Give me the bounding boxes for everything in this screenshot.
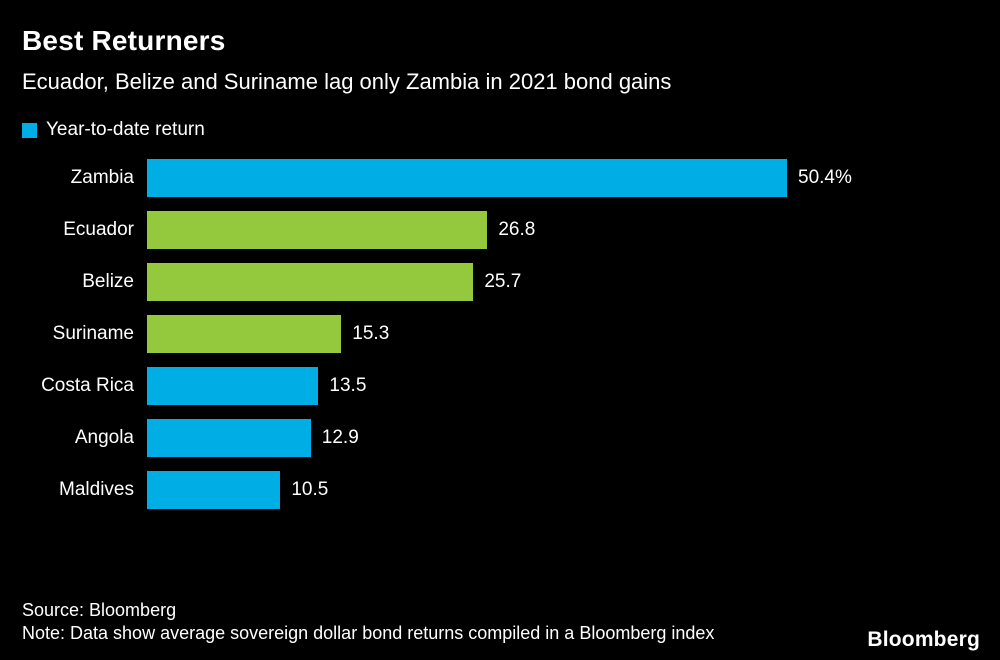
value-label: 25.7: [484, 271, 522, 293]
bar: [147, 263, 474, 302]
category-label: Angola: [74, 427, 134, 449]
bar: [147, 367, 319, 406]
footer: Source: Bloomberg Note: Data show averag…: [22, 599, 714, 645]
bar-row: Angola 12.9: [22, 419, 978, 458]
value-label: 12.9: [321, 427, 359, 449]
legend-label: Year-to-date return: [46, 119, 205, 141]
chart-title: Best Returners: [22, 25, 226, 56]
source-text: Source: Bloomberg: [22, 600, 177, 620]
bar-row: Costa Rica 13.5: [22, 367, 978, 406]
bar-track: 10.5: [147, 471, 787, 510]
bar-track: 50.4%: [147, 159, 852, 198]
bar-track: 15.3: [147, 315, 787, 354]
value-label: 10.5: [291, 479, 329, 501]
value-label: 50.4%: [798, 167, 852, 189]
category-label: Suriname: [52, 323, 134, 345]
bar-rows: Zambia 50.4% Ecuador 26.8 Belize 25.7 Suriname…: [22, 159, 978, 510]
value-label: 13.5: [329, 375, 367, 397]
bar: [147, 315, 342, 354]
bar-track: 25.7: [147, 263, 787, 302]
value-label: 15.3: [352, 323, 390, 345]
bar: [147, 159, 787, 198]
bar-row: Ecuador 26.8: [22, 211, 978, 250]
bar-track: 26.8: [147, 211, 787, 250]
category-label: Maldives: [59, 479, 134, 501]
bar-row: Belize 25.7: [22, 263, 978, 302]
chart-container: Best Returners Ecuador, Belize and Surin…: [22, 25, 978, 510]
bar-row: Zambia 50.4%: [22, 159, 978, 198]
bloomberg-logo: Bloomberg: [867, 628, 980, 651]
bar: [147, 419, 311, 458]
bar-row: Suriname 15.3: [22, 315, 978, 354]
category-label: Belize: [82, 271, 134, 293]
category-label: Zambia: [70, 167, 134, 189]
bar: [147, 471, 281, 510]
bar-chart: Zambia 50.4% Ecuador 26.8 Belize 25.7 Suriname…: [22, 159, 978, 510]
category-label: Ecuador: [63, 219, 134, 241]
value-label: 26.8: [498, 219, 536, 241]
chart-subtitle: Ecuador, Belize and Suriname lag only Za…: [22, 68, 672, 94]
legend: Year-to-date return: [22, 119, 978, 141]
bar-row: Maldives 10.5: [22, 471, 978, 510]
note-text: Note: Data show average sovereign dollar…: [22, 623, 715, 643]
category-label: Costa Rica: [41, 375, 134, 397]
bar-track: 13.5: [147, 367, 787, 406]
bar-track: 12.9: [147, 419, 787, 458]
bar: [147, 211, 488, 250]
legend-swatch-icon: [22, 122, 37, 138]
